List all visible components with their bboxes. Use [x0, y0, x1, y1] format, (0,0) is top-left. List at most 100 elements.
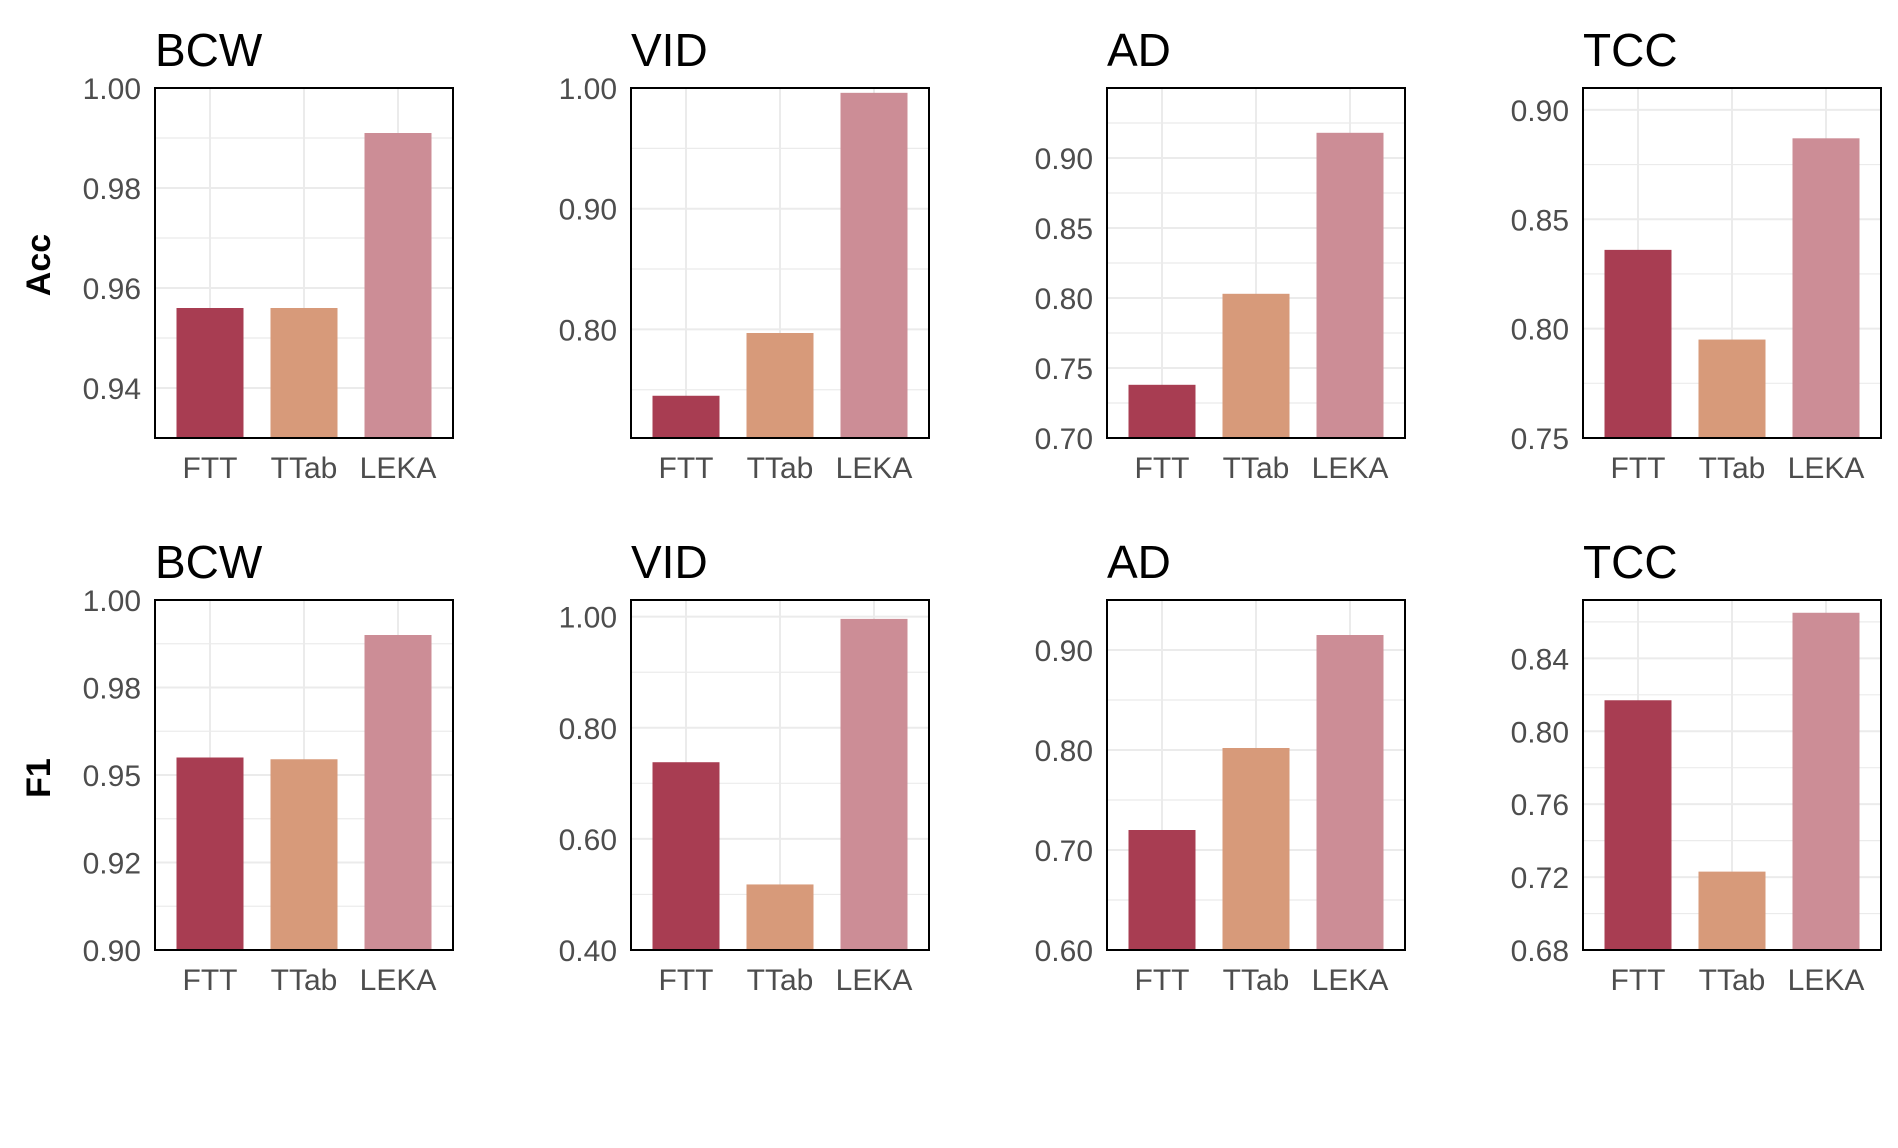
x-tick-label: LEKA — [360, 452, 437, 485]
x-tick-label: TTab — [1699, 964, 1766, 997]
bar-leka — [1316, 635, 1384, 950]
y-tick-label: 0.40 — [559, 935, 617, 968]
y-tick-label: 0.98 — [83, 673, 141, 706]
chart-panel-ad-f1: AD 0.60 0.70 0.80 0.90 FTT TTab LEKA — [1035, 536, 1406, 997]
chart-panel-tcc-f1: TCC 0.68 0.72 0.76 0.80 0.84 FTT TTab LEKA — [1511, 536, 1882, 997]
x-tick-label: TTab — [1223, 964, 1290, 997]
panel-title: BCW — [155, 24, 263, 76]
y-tick-label: 0.75 — [1511, 423, 1569, 456]
bar-leka — [840, 92, 908, 439]
y-tick-label: 0.84 — [1511, 643, 1569, 676]
x-tick-label: FTT — [1611, 964, 1666, 997]
chart-panel-tcc-acc: TCC 0.75 0.80 0.85 0.90 FTT TTab LEKA — [1511, 24, 1882, 485]
x-tick-label: FTT — [183, 964, 238, 997]
y-tick-label: 0.94 — [83, 373, 141, 406]
bar-leka — [1792, 138, 1860, 438]
x-tick-label: TTab — [271, 452, 338, 485]
y-tick-label: 0.60 — [1035, 935, 1093, 968]
x-tick-label: FTT — [1135, 964, 1190, 997]
panel-title: TCC — [1583, 536, 1678, 588]
bar-ftt — [176, 308, 244, 438]
x-tick-label: LEKA — [1788, 964, 1865, 997]
x-tick-label: TTab — [1699, 452, 1766, 485]
y-tick-label: 0.98 — [83, 173, 141, 206]
panel-border — [154, 599, 454, 951]
x-tick-label: LEKA — [1312, 452, 1389, 485]
y-tick-label: 0.70 — [1035, 423, 1093, 456]
y-tick-label: 1.00 — [83, 585, 141, 618]
x-tick-label: TTab — [747, 964, 814, 997]
bar-leka — [1316, 132, 1384, 439]
y-tick-label: 0.72 — [1511, 862, 1569, 895]
bar-ttab — [1698, 871, 1766, 950]
panel-title: AD — [1107, 536, 1171, 588]
x-tick-label: LEKA — [836, 452, 913, 485]
row-label-f1: F1 — [20, 758, 58, 798]
panel-border — [1582, 599, 1882, 951]
y-tick-label: 1.00 — [559, 602, 617, 635]
panel-title: VID — [631, 536, 708, 588]
bar-leka — [840, 618, 908, 950]
panel-border — [1106, 87, 1406, 439]
panel-border — [1106, 599, 1406, 951]
x-tick-label: FTT — [1135, 452, 1190, 485]
chart-panel-bcw-f1: BCW 0.90 0.92 0.95 0.98 1.00 FTT TTab LEKA — [83, 536, 454, 997]
panel-border — [154, 87, 454, 439]
y-tick-label: 0.90 — [83, 935, 141, 968]
chart-panels: BCW 0.94 0.96 0.98 1.00 FTT TTab LEKA VID 0.80 0.9… — [83, 24, 1882, 997]
x-tick-label: LEKA — [836, 964, 913, 997]
x-tick-label: FTT — [1611, 452, 1666, 485]
bar-ttab — [270, 308, 338, 438]
chart-panel-vid-acc: VID 0.80 0.90 1.00 FTT TTab LEKA — [559, 24, 930, 485]
y-tick-label: 0.95 — [83, 760, 141, 793]
y-tick-label: 0.96 — [83, 273, 141, 306]
x-tick-label: FTT — [183, 452, 238, 485]
panel-border — [630, 599, 930, 951]
bar-leka — [364, 635, 432, 950]
bar-ftt — [652, 762, 720, 950]
y-tick-label: 0.80 — [1035, 283, 1093, 316]
bar-leka — [364, 133, 432, 438]
bar-ttab — [1222, 293, 1290, 438]
chart-panel-vid-f1: VID 0.40 0.60 0.80 1.00 FTT TTab LEKA — [559, 536, 930, 997]
bar-ftt — [1128, 830, 1196, 950]
x-tick-label: TTab — [271, 964, 338, 997]
bar-leka — [1792, 612, 1860, 950]
panel-border — [1582, 87, 1882, 439]
panel-title: AD — [1107, 24, 1171, 76]
y-tick-label: 1.00 — [83, 73, 141, 106]
y-tick-label: 0.76 — [1511, 789, 1569, 822]
x-tick-label: LEKA — [1312, 964, 1389, 997]
bar-ttab — [1222, 748, 1290, 950]
y-tick-label: 0.85 — [1035, 213, 1093, 246]
y-tick-label: 0.90 — [1511, 95, 1569, 128]
y-tick-label: 0.80 — [559, 713, 617, 746]
x-tick-label: LEKA — [1788, 452, 1865, 485]
y-tick-label: 0.60 — [559, 824, 617, 857]
bar-ftt — [1604, 700, 1672, 950]
bar-ttab — [746, 333, 814, 438]
y-tick-label: 0.70 — [1035, 835, 1093, 868]
panel-title: TCC — [1583, 24, 1678, 76]
row-label-acc: Acc — [20, 234, 58, 296]
y-tick-label: 1.00 — [559, 73, 617, 106]
bar-ftt — [652, 395, 720, 438]
x-tick-label: TTab — [747, 452, 814, 485]
x-tick-label: FTT — [659, 452, 714, 485]
bar-ftt — [176, 757, 244, 950]
x-tick-label: LEKA — [360, 964, 437, 997]
x-tick-label: TTab — [1223, 452, 1290, 485]
bar-ttab — [1698, 339, 1766, 438]
y-tick-label: 0.80 — [1511, 716, 1569, 749]
y-tick-label: 0.92 — [83, 848, 141, 881]
bar-ttab — [746, 884, 814, 950]
bar-ttab — [270, 759, 338, 950]
panel-title: BCW — [155, 536, 263, 588]
panel-border — [630, 87, 930, 439]
y-tick-label: 0.80 — [1511, 314, 1569, 347]
y-tick-label: 0.75 — [1035, 353, 1093, 386]
y-tick-label: 0.80 — [559, 314, 617, 347]
bar-ftt — [1128, 384, 1196, 438]
y-tick-label: 0.68 — [1511, 935, 1569, 968]
